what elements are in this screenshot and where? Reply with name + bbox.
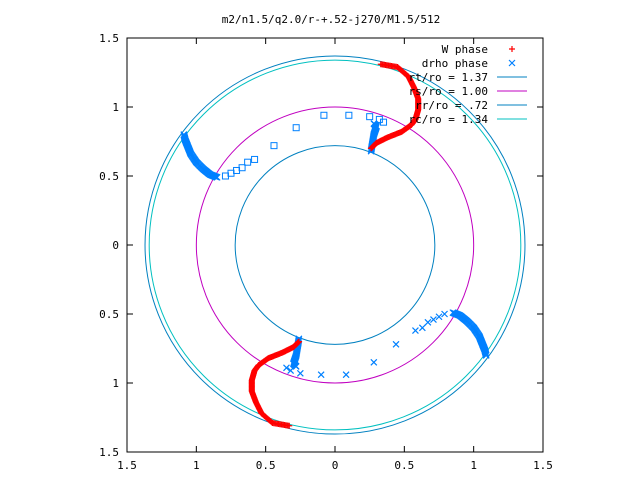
y-tick-label: 0.5: [99, 170, 119, 183]
point: [435, 313, 443, 321]
x-tick-label: 0.5: [256, 459, 276, 472]
point: [180, 131, 188, 139]
point: [270, 142, 278, 150]
legend-label: rs/ro = 1.00: [409, 85, 488, 98]
circle-3: [148, 59, 522, 431]
point: [287, 367, 295, 375]
point: [508, 59, 516, 67]
point: [368, 145, 375, 152]
point: [482, 351, 490, 359]
point: [370, 358, 378, 366]
point: [441, 310, 448, 318]
legend-label: rr/ro = .72: [415, 99, 488, 112]
legend-label: drho phase: [422, 57, 488, 70]
point: [251, 155, 259, 163]
legend-label: rt/ro = 1.37: [409, 71, 488, 84]
x-tick-label: 1: [470, 459, 477, 472]
point: [509, 46, 515, 52]
point: [392, 340, 400, 348]
y-tick-label: 1.5: [99, 32, 119, 45]
y-tick-label: 0.5: [99, 308, 119, 321]
chart-title: m2/n1.5/q2.0/r-+.52-j270/M1.5/512: [222, 13, 441, 26]
point: [412, 327, 419, 334]
axis-ticks: 1.5 1 0.5 0 0.5 1 1.51.510.500.511.5: [99, 32, 553, 472]
point: [283, 364, 290, 372]
x-tick-label: 1.5: [117, 459, 137, 472]
reference-circles: [144, 55, 526, 435]
x-tick-label: 0: [332, 459, 339, 472]
data-series: [180, 61, 490, 429]
x-tick-label: 1.5: [533, 459, 553, 472]
series-w-phase: [248, 61, 422, 429]
x-tick-label: 1: [193, 459, 200, 472]
legend-label: W phase: [442, 43, 488, 56]
point: [370, 120, 378, 127]
y-tick-label: 1: [112, 377, 119, 390]
point: [244, 158, 252, 166]
x-tick-label: 0.5: [394, 459, 414, 472]
legend-label: rc/ro = 1.34: [409, 113, 489, 126]
point: [292, 363, 300, 370]
point: [320, 111, 328, 119]
point: [418, 324, 426, 332]
circle-1: [195, 106, 475, 384]
point: [221, 172, 229, 180]
circle-2: [234, 145, 436, 345]
point: [424, 318, 432, 326]
point: [317, 371, 325, 379]
circle-0: [144, 55, 526, 435]
y-tick-label: 1: [112, 101, 119, 114]
y-tick-label: 0: [112, 239, 119, 252]
point: [366, 113, 374, 121]
point: [295, 338, 302, 345]
point: [345, 111, 353, 119]
y-tick-label: 1.5: [99, 446, 119, 459]
point: [380, 118, 388, 126]
point: [296, 369, 304, 377]
point: [430, 316, 437, 323]
series-drho-phase: [180, 111, 490, 379]
point: [292, 124, 300, 132]
point: [342, 371, 350, 379]
